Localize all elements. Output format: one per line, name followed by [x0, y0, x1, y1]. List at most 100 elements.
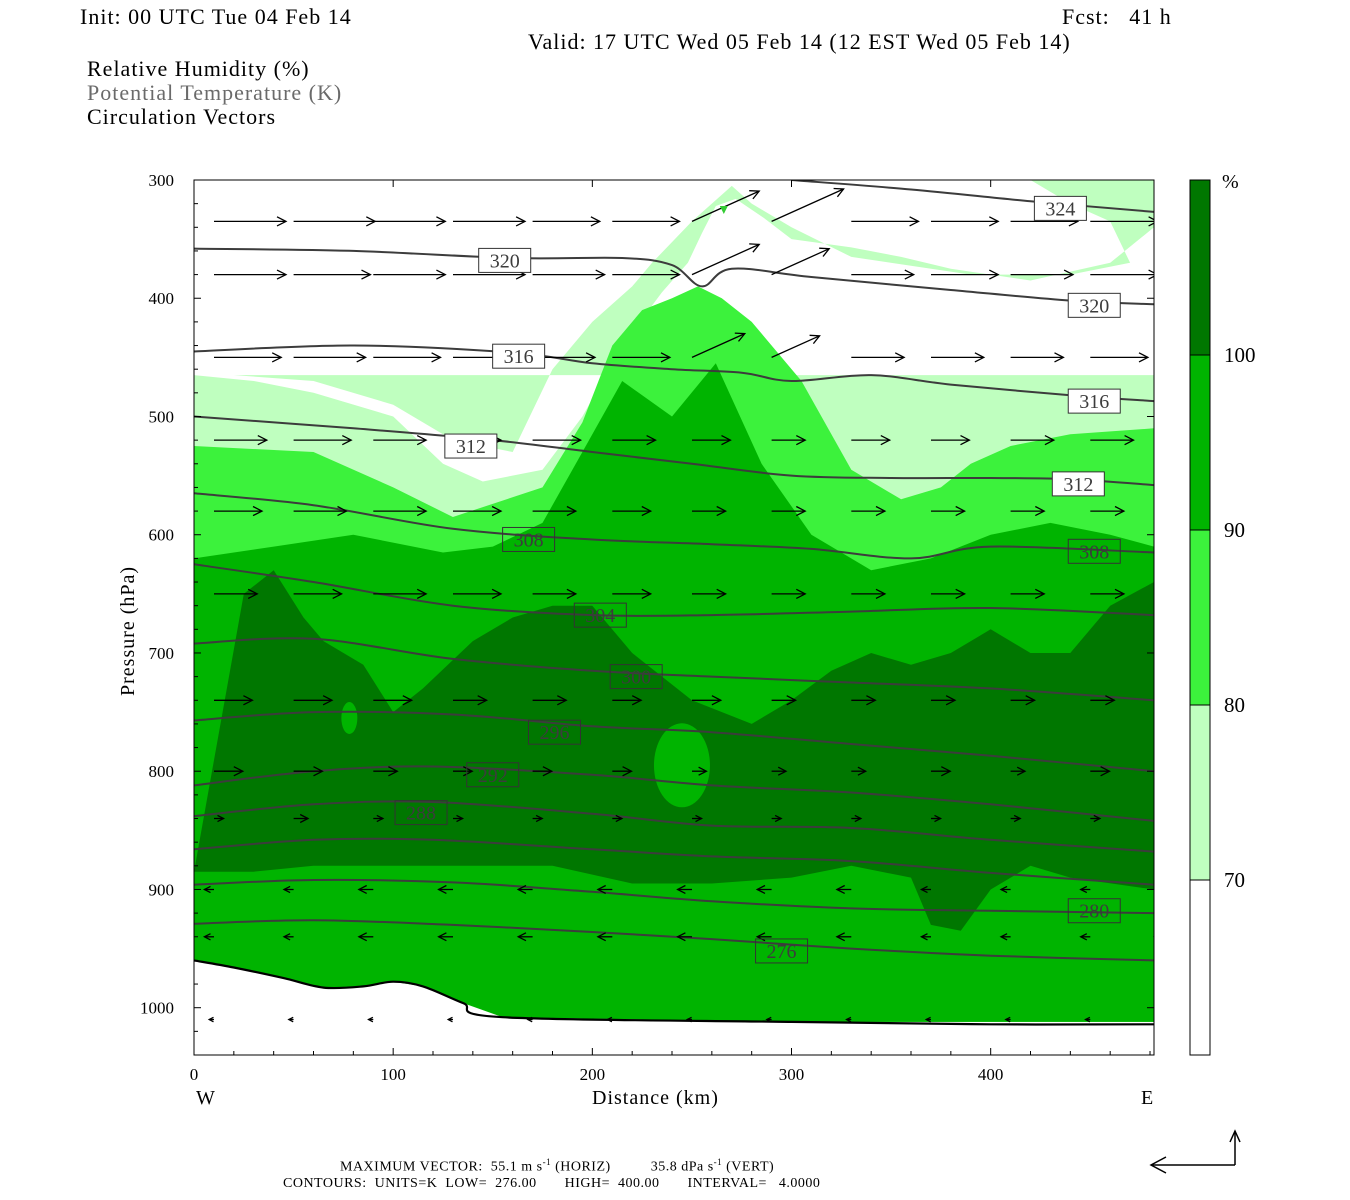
wind-vector-shaft — [771, 335, 820, 358]
wind-vector — [532, 588, 578, 599]
wind-vector — [676, 884, 692, 894]
theta-label-box — [444, 433, 498, 459]
wind-vector-head — [734, 332, 747, 342]
wind-vector-head — [526, 1016, 533, 1023]
x-axis-label: Distance (km) — [592, 1087, 719, 1109]
wind-vector-head — [596, 884, 606, 894]
wind-vector — [532, 766, 554, 777]
wind-vector-head — [252, 505, 264, 517]
theta-label-text: 320 — [1079, 295, 1109, 317]
wind-vector — [293, 352, 368, 363]
wind-vector-head — [716, 505, 728, 517]
wind-vector-head — [866, 695, 877, 706]
wind-vector — [293, 588, 344, 599]
wind-vector-head — [337, 505, 348, 517]
wind-vector-head — [1124, 435, 1135, 446]
wind-vector — [367, 1016, 374, 1023]
wind-vector-head — [1114, 505, 1126, 517]
wind-vector-head — [875, 505, 887, 517]
theta-contour-layer — [194, 180, 1154, 962]
wind-vector-head — [456, 814, 465, 823]
x-tick-label: 200 — [580, 1065, 606, 1084]
theta-label: 308 — [502, 526, 556, 552]
theta-label-box — [1067, 898, 1121, 924]
wind-vector-head — [1016, 766, 1027, 776]
rh-pocket-small — [341, 702, 358, 735]
wind-vector-head — [974, 352, 986, 363]
theta-label: 312 — [444, 433, 498, 459]
wind-vector — [612, 216, 681, 227]
wind-vector-head — [894, 352, 906, 363]
wind-vector-head — [571, 435, 583, 446]
wind-vector-head — [356, 352, 368, 363]
wind-vector-head — [670, 269, 681, 280]
wind-vector-head — [282, 885, 291, 894]
wind-vector-head — [361, 269, 372, 280]
wind-vector — [771, 247, 831, 276]
colorbar-band — [1190, 705, 1210, 880]
wind-vector-head — [436, 269, 447, 280]
wind-vector-head — [516, 884, 527, 894]
wind-vector-head — [596, 932, 606, 942]
wind-vector-head — [367, 1016, 374, 1023]
wind-vector — [596, 884, 613, 894]
wind-vector-head — [695, 814, 704, 823]
wind-vector-head — [854, 814, 863, 823]
wind-vector-head — [1138, 352, 1150, 363]
wind-vector-layer — [202, 187, 1154, 1023]
wind-vector — [771, 435, 807, 446]
wind-vector — [214, 269, 288, 280]
wind-vector-head — [919, 933, 928, 941]
wind-vector — [1010, 766, 1027, 776]
theta-label-text: 288 — [406, 803, 436, 825]
y-tick-label: 1000 — [140, 999, 174, 1018]
theta-label-text: 320 — [490, 250, 520, 272]
wind-vector-head — [276, 269, 288, 280]
wind-vector — [851, 766, 868, 776]
wind-vector-head — [1079, 885, 1088, 894]
wind-vector — [437, 884, 453, 894]
wind-vector-head — [1025, 695, 1037, 706]
wind-vector — [1004, 1016, 1011, 1023]
init-time: Init: 00 UTC Tue 04 Feb 14 — [80, 4, 352, 29]
theta-label-text: 312 — [456, 436, 486, 458]
wind-vector-head — [1105, 695, 1116, 706]
wind-vector-head — [271, 352, 283, 363]
wind-vector — [1090, 588, 1126, 599]
wind-vector — [1010, 435, 1056, 446]
colorbar-label: 70 — [1224, 868, 1245, 892]
wind-vector — [214, 766, 245, 777]
reference-vector-icon — [1149, 1129, 1241, 1174]
wind-vector — [437, 932, 453, 942]
wind-vector-head — [875, 588, 887, 599]
wind-vector-head — [955, 505, 967, 517]
wind-vector-head — [282, 933, 291, 941]
colorbar-band — [1190, 355, 1210, 530]
wind-vector — [1090, 766, 1111, 777]
wind-vector — [373, 435, 428, 446]
field-vectors-title: Circulation Vectors — [87, 104, 277, 129]
wind-vector-head — [641, 505, 653, 517]
theta-label-box — [502, 526, 556, 552]
wind-vector-head — [606, 1016, 613, 1023]
peak-marker — [719, 206, 728, 215]
wind-vector — [532, 814, 544, 823]
theta-contour-276 — [194, 919, 1154, 962]
wind-vector-head — [904, 269, 916, 280]
theta-label: 292 — [466, 762, 520, 788]
theta-contour-296 — [194, 710, 1154, 773]
theta-label: 300 — [609, 664, 663, 690]
theta-label-text: 292 — [478, 765, 508, 787]
wind-vector — [691, 243, 761, 276]
wind-vector — [214, 695, 254, 706]
wind-vector-head — [1084, 1016, 1091, 1023]
wind-vector-head — [941, 766, 952, 777]
wind-vector-head — [676, 884, 686, 894]
wind-vector-head — [833, 187, 845, 198]
theta-label-box — [573, 602, 627, 628]
theta-label-text: 308 — [514, 529, 544, 551]
theta-label-text: 280 — [1079, 901, 1109, 923]
wind-vector — [1152, 888, 1154, 891]
wind-vector — [931, 269, 1000, 280]
